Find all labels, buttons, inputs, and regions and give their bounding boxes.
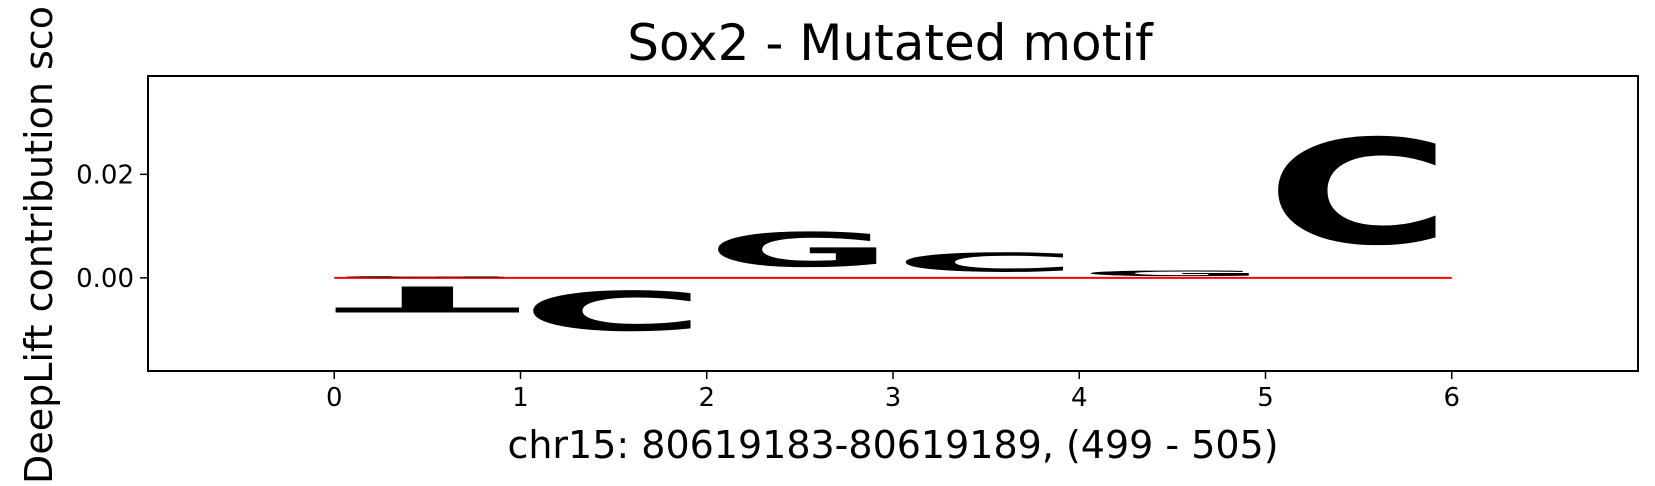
logo-letter-g: G (707, 223, 893, 278)
x-tick-label: 6 (1443, 383, 1460, 413)
x-axis-ticks: 0 1 2 3 4 5 6 (326, 371, 1460, 413)
y-tick-label: 0.02 (76, 160, 134, 190)
y-axis-ticks: 0.00 0.02 (76, 160, 148, 294)
chart-title: Sox2 - Mutated motif (627, 14, 1154, 72)
x-axis-label: chr15: 80619183-80619189, (499 - 505) (507, 423, 1278, 467)
x-tick-label: 4 (1071, 383, 1088, 413)
logo-letter-c: C (521, 278, 707, 341)
y-tick-label: 0.00 (76, 264, 134, 294)
y-axis-label: DeepLift contribution sco (17, 6, 61, 484)
x-tick-label: 0 (326, 383, 343, 413)
logo-letter-c: C (1265, 109, 1451, 278)
logo-letter-g: G (1079, 269, 1265, 278)
x-tick-label: 1 (512, 383, 529, 413)
x-tick-label: 3 (885, 383, 902, 413)
logo-letter-t: T (334, 278, 520, 320)
logo-letter-g: G (334, 276, 520, 278)
logo-letter-c: C (893, 247, 1079, 277)
x-tick-label: 5 (1257, 383, 1274, 413)
x-tick-label: 2 (698, 383, 715, 413)
